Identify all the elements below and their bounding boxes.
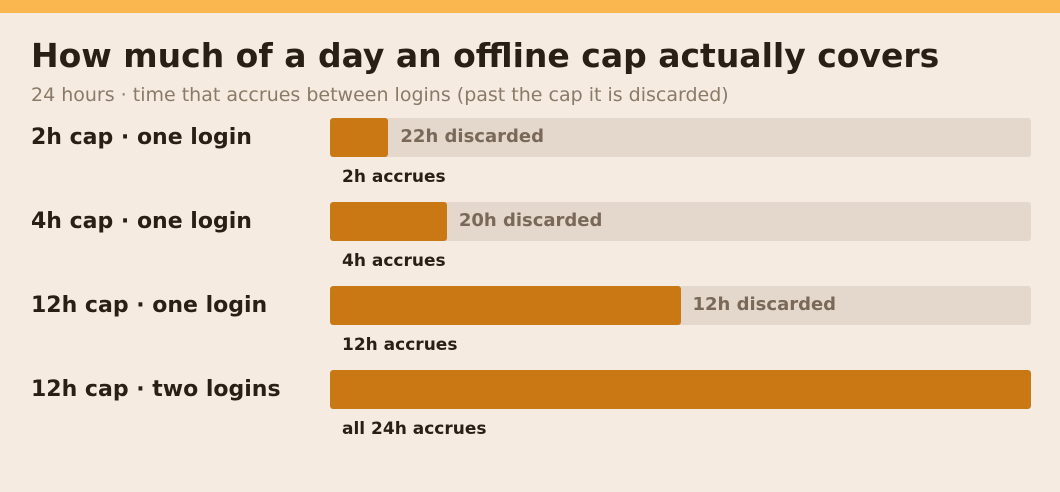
discarded-label: 12h discarded bbox=[692, 294, 837, 315]
accrued-label: 2h accrues bbox=[342, 167, 446, 187]
discarded-label: 22h discarded bbox=[400, 126, 544, 147]
chart-title: How much of a day an offline cap actuall… bbox=[31, 36, 940, 75]
bar-row: 2h cap · one login 22h discarded 2h accr… bbox=[0, 118, 1060, 194]
accrued-bar bbox=[330, 286, 681, 325]
bar-row: 12h cap · two logins all 24h accrues bbox=[0, 370, 1060, 446]
bar-track bbox=[330, 202, 1031, 241]
category-label: 2h cap · one login bbox=[31, 125, 252, 150]
bar-row: 4h cap · one login 20h discarded 4h accr… bbox=[0, 202, 1060, 278]
discarded-label: 20h discarded bbox=[458, 210, 603, 231]
accrued-label: 12h accrues bbox=[342, 335, 458, 355]
bar-track bbox=[330, 286, 1031, 325]
bar-track bbox=[330, 370, 1031, 409]
chart-subtitle: 24 hours · time that accrues between log… bbox=[31, 84, 729, 106]
bar-row: 12h cap · one login 12h discarded 12h ac… bbox=[0, 286, 1060, 362]
accrued-bar bbox=[330, 370, 1031, 409]
accrued-label: all 24h accrues bbox=[342, 419, 487, 439]
category-label: 4h cap · one login bbox=[31, 209, 252, 234]
category-label: 12h cap · one login bbox=[31, 293, 268, 318]
accrued-label: 4h accrues bbox=[342, 251, 446, 271]
top-accent-strip bbox=[0, 0, 1060, 13]
category-label: 12h cap · two logins bbox=[31, 377, 281, 402]
bar-track bbox=[330, 118, 1031, 157]
accrued-bar bbox=[330, 118, 389, 157]
accrued-bar bbox=[330, 202, 447, 241]
